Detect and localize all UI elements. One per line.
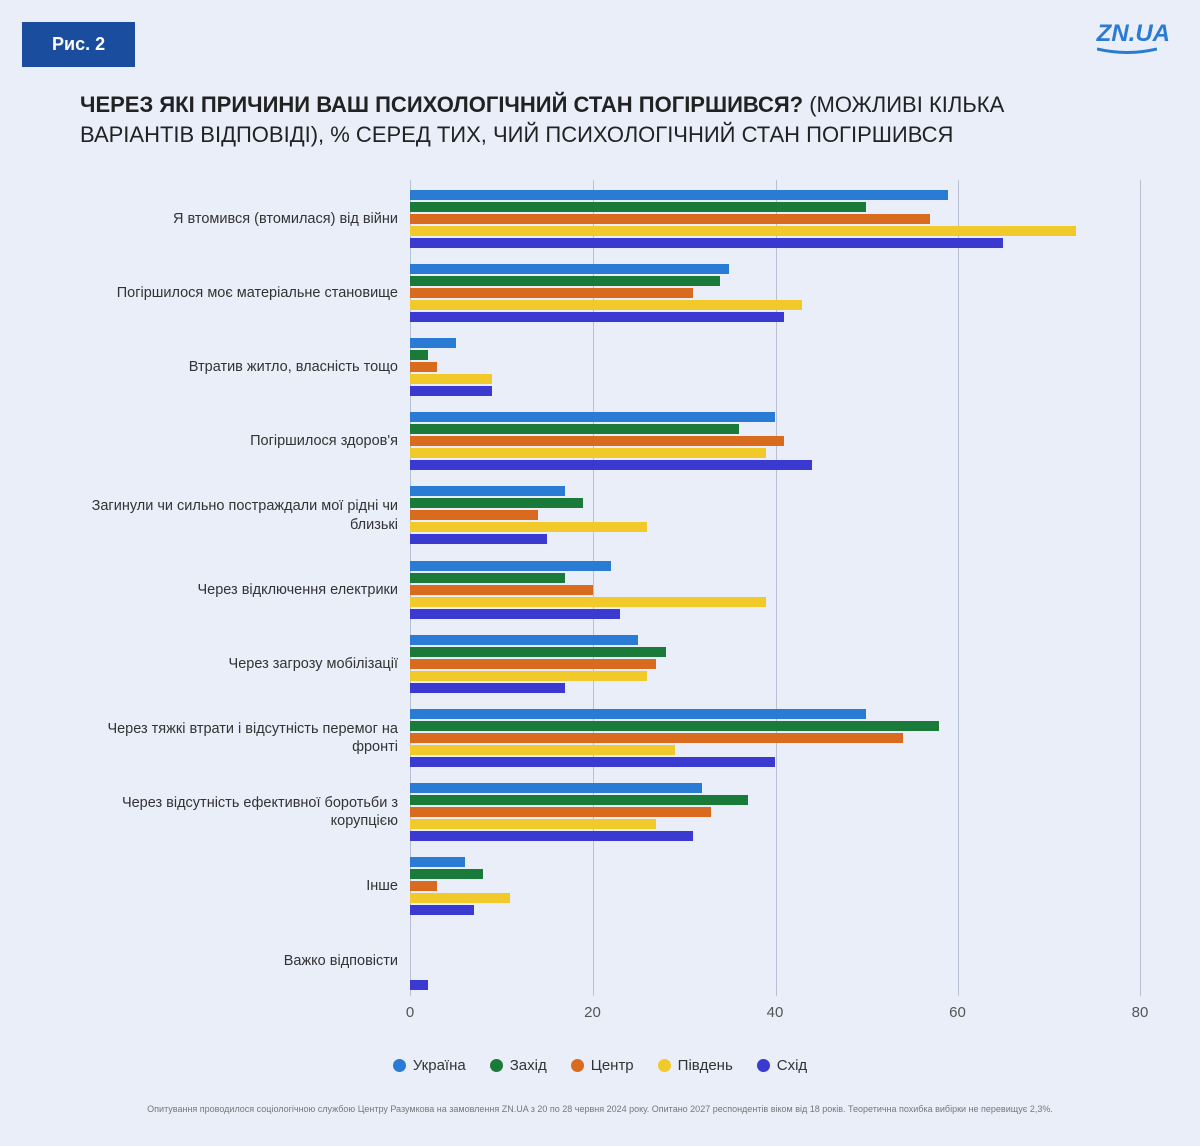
legend-label: Схід [777,1057,807,1074]
bar [410,264,729,274]
bar [410,510,538,520]
bar [410,597,766,607]
bar [410,288,693,298]
bar [410,226,1076,236]
bar [410,745,675,755]
legend-swatch [757,1059,770,1072]
legend-label: Південь [678,1057,733,1074]
bar [410,659,656,669]
bar [410,585,593,595]
bar [410,386,492,396]
bar [410,721,939,731]
bar [410,522,647,532]
legend-item: Схід [757,1057,807,1074]
x-axis-labels: 020406080 [410,996,1140,1026]
logo-text: ZN.UA [1097,20,1170,47]
bar [410,733,903,743]
bar [410,671,647,681]
bar [410,881,437,891]
bar [410,869,483,879]
legend-item: Південь [658,1057,733,1074]
bar [410,362,437,372]
chart-title: ЧЕРЕЗ ЯКІ ПРИЧИНИ ВАШ ПСИХОЛОГІЧНИЙ СТАН… [80,90,1120,149]
legend-item: Центр [571,1057,634,1074]
bar [410,190,948,200]
bar [410,831,693,841]
y-axis-labels: Я втомився (втомилася) від війни Погіршил… [80,180,410,996]
bar [410,980,428,990]
category-label: Я втомився (втомилася) від війни [80,210,398,228]
bar [410,276,720,286]
category-label: Через відключення електрики [80,581,398,599]
legend: Україна Захід Центр Південь Схід [0,1057,1200,1076]
bar [410,783,702,793]
chart-area: 020406080 Я втомився (втомилася) від вій… [80,180,1140,1026]
title-question: ЧЕРЕЗ ЯКІ ПРИЧИНИ ВАШ ПСИХОЛОГІЧНИЙ СТАН… [80,92,803,117]
bar [410,312,784,322]
bar [410,795,748,805]
x-tick-label: 60 [949,1004,966,1021]
bar [410,905,474,915]
category-label: Важко відповісти [80,951,398,969]
x-tick-label: 0 [406,1004,414,1021]
category-label: Втратив житло, власність тощо [80,358,398,376]
legend-item: Захід [490,1057,547,1074]
category-label: Загинули чи сильно постраждали мої рідні… [80,497,398,533]
x-tick-label: 40 [767,1004,784,1021]
gridline [1140,180,1141,996]
bar [410,561,611,571]
category-label: Інше [80,877,398,895]
source-logo: ZN.UA [1097,20,1170,56]
bar [410,436,784,446]
bar [410,819,656,829]
bar [410,374,492,384]
category-label: Погіршилося здоров'я [80,432,398,450]
legend-label: Україна [413,1057,466,1074]
bar [410,350,428,360]
bar [410,214,930,224]
bar [410,202,866,212]
bars-layer [410,180,1140,996]
legend-label: Центр [591,1057,634,1074]
bar [410,857,465,867]
bar [410,238,1003,248]
bar [410,893,510,903]
legend-swatch [393,1059,406,1072]
bar [410,412,775,422]
bar [410,683,565,693]
bar [410,609,620,619]
bar [410,338,456,348]
legend-swatch [490,1059,503,1072]
bar [410,300,802,310]
legend-swatch [658,1059,671,1072]
bar [410,534,547,544]
bar [410,573,565,583]
bar [410,498,583,508]
legend-item: Україна [393,1057,466,1074]
bar [410,486,565,496]
figure-badge: Рис. 2 [22,22,135,67]
x-tick-label: 80 [1132,1004,1149,1021]
bar [410,647,666,657]
bar [410,448,766,458]
bar [410,424,739,434]
bar [410,460,812,470]
bar [410,709,866,719]
legend-swatch [571,1059,584,1072]
x-tick-label: 20 [584,1004,601,1021]
legend-label: Захід [510,1057,547,1074]
category-label: Погіршилося моє матеріальне становище [80,284,398,302]
bar [410,635,638,645]
bar [410,807,711,817]
footnote: Опитування проводилося соціологічною слу… [0,1104,1200,1114]
bar [410,757,775,767]
category-label: Через загрозу мобілізації [80,655,398,673]
category-label: Через відсутність ефективної боротьби з … [80,794,398,830]
category-label: Через тяжкі втрати і відсутність перемог… [80,720,398,756]
